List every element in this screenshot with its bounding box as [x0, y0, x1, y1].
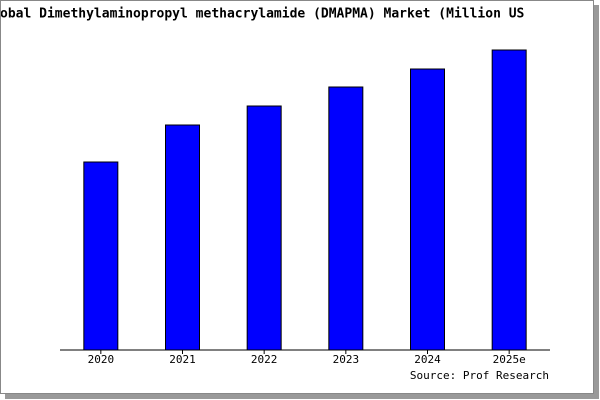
bar: [83, 161, 119, 351]
bar: [165, 124, 200, 351]
chart-title: obal Dimethylaminopropyl methacrylamide …: [0, 7, 525, 22]
x-tick-label: 2023: [333, 353, 360, 366]
source-note: Source: Prof Research: [410, 369, 549, 382]
x-tick-label: 2022: [251, 353, 278, 366]
bar: [328, 86, 364, 351]
x-tick-label: 2021: [169, 353, 196, 366]
bar: [410, 68, 445, 351]
bar: [246, 105, 282, 351]
bar: [491, 49, 527, 351]
x-tick-label: 2020: [88, 353, 115, 366]
x-tick-label: 2025e: [493, 353, 526, 366]
x-tick-label: 2024: [414, 353, 441, 366]
